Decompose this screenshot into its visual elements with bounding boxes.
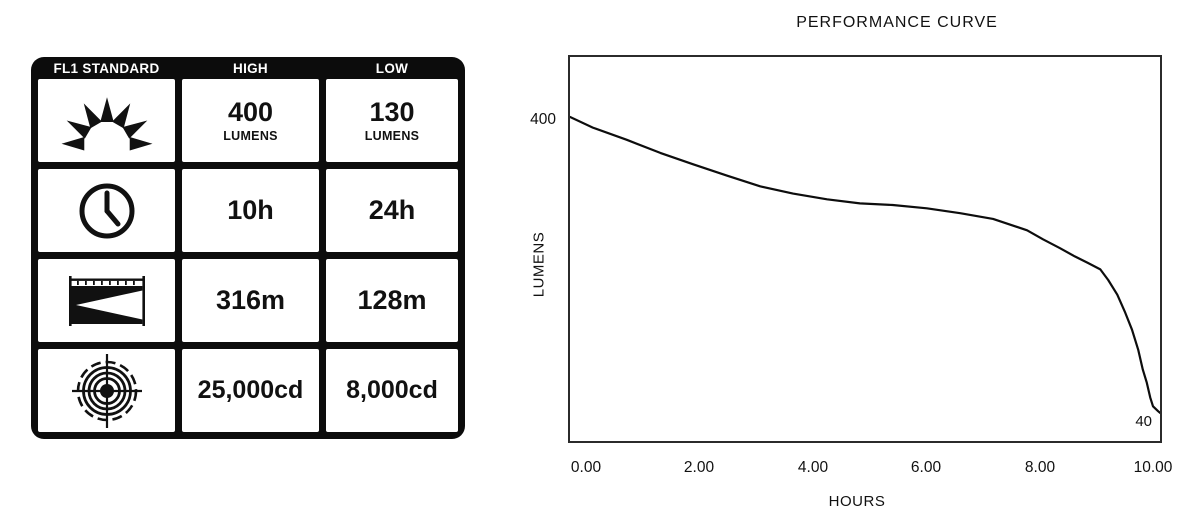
low-lumens-unit: LUMENS	[364, 129, 420, 144]
y-axis-tick-400: 400	[530, 111, 556, 128]
chart-title: PERFORMANCE CURVE	[796, 14, 998, 31]
runtime-icon-cell	[38, 169, 175, 252]
low-runtime-value: 24h	[368, 195, 416, 226]
performance-curve-plot-area: 40	[568, 55, 1162, 443]
x-axis-tick-6: 6.00	[910, 459, 942, 476]
fl1-standard-table: FL1 STANDARD HIGH LOW	[31, 57, 465, 439]
light-output-icon-cell	[38, 79, 175, 162]
x-axis-tick-0: 0.00	[570, 459, 602, 476]
high-distance-value: 316m	[215, 285, 286, 316]
high-candela-value: 25,000cd	[197, 376, 304, 405]
low-candela-value: 8,000cd	[346, 376, 438, 405]
high-lumens-unit: LUMENS	[223, 129, 278, 144]
curve-end-value-label: 40	[1135, 413, 1152, 430]
performance-curve-svg	[570, 115, 1160, 414]
light-output-high-cell: 400 LUMENS	[182, 79, 319, 162]
light-output-low-cell: 130 LUMENS	[326, 79, 458, 162]
y-axis-label: LUMENS	[530, 231, 548, 298]
x-axis-label: HOURS	[828, 493, 886, 510]
runtime-high-cell: 10h	[182, 169, 319, 252]
fl1-table-header: FL1 STANDARD HIGH LOW	[38, 57, 458, 79]
high-runtime-value: 10h	[227, 195, 274, 226]
x-axis-tick-10: 10.00	[1133, 459, 1173, 476]
fl1-table-body: 400 LUMENS 130 LUMENS 10h 24h	[38, 79, 458, 432]
low-distance-value: 128m	[357, 285, 427, 316]
low-lumens-value: 130	[369, 96, 415, 127]
x-axis-tick-8: 8.00	[1024, 459, 1056, 476]
peak-intensity-target-icon	[71, 353, 142, 428]
header-high-mode: HIGH	[233, 60, 268, 76]
runtime-low-cell: 24h	[326, 169, 458, 252]
lumen-output-curve	[570, 115, 1160, 414]
header-low-mode: LOW	[375, 60, 409, 76]
x-axis-tick-4: 4.00	[797, 459, 829, 476]
peak-intensity-high-cell: 25,000cd	[182, 349, 319, 432]
runtime-clock-icon	[79, 183, 134, 238]
beam-distance-icon	[68, 275, 145, 326]
beam-distance-icon-cell	[38, 259, 175, 342]
high-lumens-value: 400	[227, 96, 274, 127]
beam-distance-low-cell: 128m	[326, 259, 458, 342]
header-fl1-standard: FL1 STANDARD	[53, 60, 160, 76]
beam-distance-high-cell: 316m	[182, 259, 319, 342]
light-output-sunburst-icon	[61, 96, 152, 150]
peak-intensity-icon-cell	[38, 349, 175, 432]
x-axis-tick-2: 2.00	[683, 459, 715, 476]
peak-intensity-low-cell: 8,000cd	[326, 349, 458, 432]
